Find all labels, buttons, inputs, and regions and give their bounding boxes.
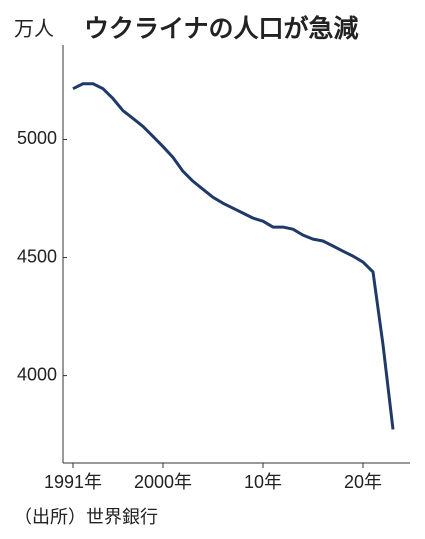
x-tick-label: 1991年 xyxy=(44,472,102,492)
x-tick-label: 2000年 xyxy=(134,472,192,492)
data-line xyxy=(72,82,395,430)
y-tick-label: 5000 xyxy=(17,128,57,148)
source: （出所）世界銀行 xyxy=(14,507,158,528)
y-axis-label: 万人 xyxy=(14,17,54,41)
y-tick-label: 4000 xyxy=(17,364,57,384)
chart-title: ウクライナの人口が急減 xyxy=(84,14,359,43)
x-tick-label: 10年 xyxy=(244,472,282,492)
x-tick-label: 20年 xyxy=(344,472,382,492)
y-tick-label: 4500 xyxy=(17,246,57,266)
